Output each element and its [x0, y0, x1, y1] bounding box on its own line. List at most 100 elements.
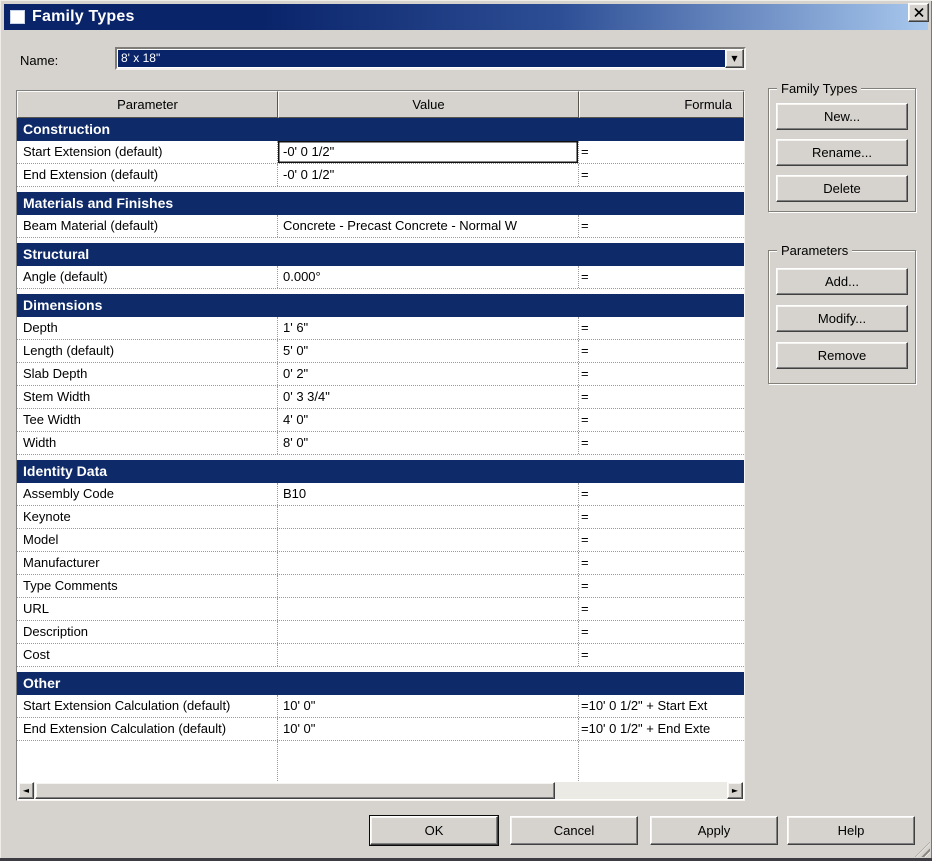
ok-button[interactable]: OK	[369, 815, 499, 846]
value-cell[interactable]	[278, 621, 579, 643]
param-cell: Start Extension (default)	[17, 141, 278, 163]
name-label: Name:	[20, 53, 59, 68]
resize-grip-icon[interactable]	[915, 842, 930, 857]
section-gap	[17, 187, 744, 192]
table-row: Description =	[17, 621, 744, 644]
new-button[interactable]: New...	[776, 103, 908, 130]
param-cell: URL	[17, 598, 278, 620]
modify-button[interactable]: Modify...	[776, 305, 908, 332]
table-row: Beam Material (default) Concrete - Precas…	[17, 215, 744, 238]
parameters-table: Parameter Value Formula Construction Star…	[16, 90, 745, 801]
formula-cell[interactable]: =	[581, 486, 589, 501]
name-dropdown-button[interactable]: ▼	[725, 49, 744, 68]
formula-cell[interactable]: =	[581, 647, 589, 662]
value-cell[interactable]: 5' 0"	[278, 340, 579, 362]
horizontal-scrollbar[interactable]: ◄ ►	[18, 782, 743, 799]
formula-cell[interactable]: =	[581, 601, 589, 616]
remove-button[interactable]: Remove	[776, 342, 908, 369]
value-cell[interactable]: 4' 0"	[278, 409, 579, 431]
table-row: Length (default) 5' 0" =	[17, 340, 744, 363]
table-row: End Extension (default) -0' 0 1/2" =	[17, 164, 744, 187]
column-header-value[interactable]: Value	[278, 91, 579, 118]
titlebar[interactable]: Family Types	[4, 4, 928, 30]
value-cell[interactable]: Concrete - Precast Concrete - Normal W	[278, 215, 579, 237]
empty-rows-area	[17, 741, 744, 783]
formula-cell[interactable]: =	[581, 389, 589, 404]
formula-cell[interactable]: =10' 0 1/2" + End Exte	[581, 721, 711, 736]
formula-cell[interactable]: =	[581, 412, 589, 427]
chevron-down-icon: ▼	[731, 53, 738, 63]
formula-cell[interactable]: =	[581, 555, 589, 570]
window-icon	[10, 10, 25, 24]
scrollbar-thumb[interactable]	[35, 782, 555, 799]
rename-button[interactable]: Rename...	[776, 139, 908, 166]
formula-cell[interactable]: =	[581, 435, 589, 450]
value-cell[interactable]: 8' 0"	[278, 432, 579, 454]
family-types-group-title: Family Types	[777, 81, 862, 96]
value-cell[interactable]: 0' 2"	[278, 363, 579, 385]
value-cell[interactable]: 0' 3 3/4"	[278, 386, 579, 408]
param-cell: Keynote	[17, 506, 278, 528]
cancel-button[interactable]: Cancel	[510, 816, 638, 845]
param-cell: Beam Material (default)	[17, 215, 278, 237]
formula-cell[interactable]: =	[581, 509, 589, 524]
value-cell[interactable]	[278, 552, 579, 574]
param-cell: Manufacturer	[17, 552, 278, 574]
apply-button[interactable]: Apply	[650, 816, 778, 845]
value-cell[interactable]: 1' 6"	[278, 317, 579, 339]
column-header-formula[interactable]: Formula	[579, 91, 744, 118]
param-cell: Assembly Code	[17, 483, 278, 505]
value-cell[interactable]	[278, 575, 579, 597]
value-cell[interactable]: 0.000°	[278, 266, 579, 288]
formula-cell[interactable]: =	[581, 218, 589, 233]
param-cell: Type Comments	[17, 575, 278, 597]
add-button[interactable]: Add...	[776, 268, 908, 295]
param-cell: Start Extension Calculation (default)	[17, 695, 278, 717]
param-cell: Tee Width	[17, 409, 278, 431]
table-row: URL =	[17, 598, 744, 621]
formula-cell[interactable]: =	[581, 144, 589, 159]
value-cell[interactable]: 10' 0"	[278, 718, 579, 740]
value-cell[interactable]	[278, 644, 579, 666]
table-row: Slab Depth 0' 2" =	[17, 363, 744, 386]
table-row: Start Extension Calculation (default) 10'…	[17, 695, 744, 718]
formula-cell[interactable]: =	[581, 343, 589, 358]
section-header-dimensions: Dimensions	[17, 294, 744, 317]
column-header-parameter[interactable]: Parameter	[17, 91, 278, 118]
formula-cell[interactable]: =	[581, 624, 589, 639]
param-cell: End Extension (default)	[17, 164, 278, 186]
formula-cell[interactable]: =	[581, 320, 589, 335]
value-cell-empty	[278, 741, 579, 783]
name-combobox[interactable]: 8' x 18" ▼	[115, 47, 746, 70]
formula-cell[interactable]: =	[581, 269, 589, 284]
param-cell: Description	[17, 621, 278, 643]
table-row: Manufacturer =	[17, 552, 744, 575]
window-bottom-edge	[0, 858, 932, 861]
formula-cell[interactable]: =	[581, 532, 589, 547]
help-button[interactable]: Help	[787, 816, 915, 845]
formula-cell[interactable]: =10' 0 1/2" + Start Ext	[581, 698, 708, 713]
scroll-left-button[interactable]: ◄	[18, 782, 34, 799]
table-header: Parameter Value Formula	[17, 91, 744, 118]
delete-button[interactable]: Delete	[776, 175, 908, 202]
table-row: Model =	[17, 529, 744, 552]
value-cell[interactable]	[278, 529, 579, 551]
family-types-group: Family Types New... Rename... Delete	[768, 81, 916, 212]
value-cell[interactable]: -0' 0 1/2"	[278, 141, 579, 163]
formula-cell[interactable]: =	[581, 578, 589, 593]
formula-cell[interactable]: =	[581, 167, 589, 182]
value-cell[interactable]: B10	[278, 483, 579, 505]
close-button[interactable]	[908, 3, 929, 22]
value-cell[interactable]	[278, 506, 579, 528]
param-cell: Length (default)	[17, 340, 278, 362]
value-cell[interactable]: 10' 0"	[278, 695, 579, 717]
value-cell[interactable]	[278, 598, 579, 620]
param-cell: Stem Width	[17, 386, 278, 408]
scroll-right-button[interactable]: ►	[727, 782, 743, 799]
scroll-right-icon: ►	[731, 785, 739, 795]
formula-cell[interactable]: =	[581, 366, 589, 381]
param-cell-empty	[17, 741, 278, 783]
section-gap	[17, 238, 744, 243]
value-cell[interactable]: -0' 0 1/2"	[278, 164, 579, 186]
